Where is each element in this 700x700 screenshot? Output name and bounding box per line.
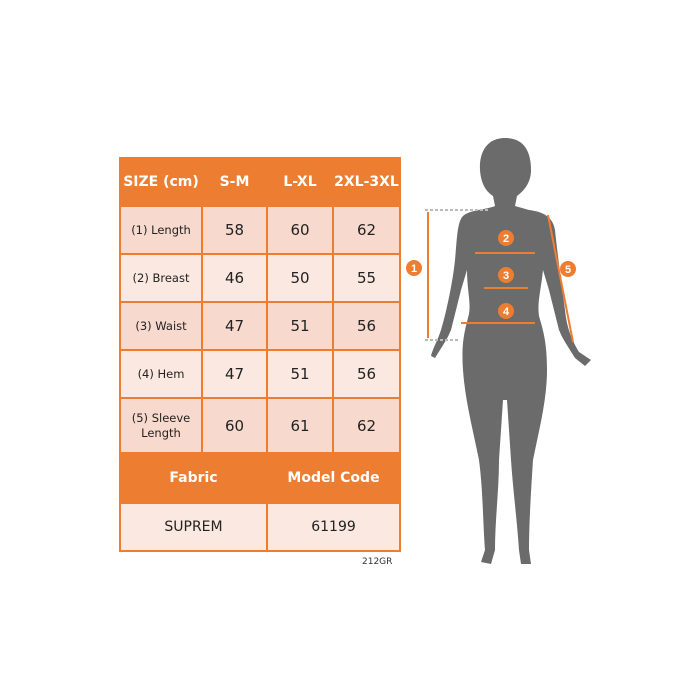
marker-5 (560, 261, 576, 277)
header-s-m: S-M (201, 157, 268, 207)
cell: 46 (201, 253, 268, 303)
row-label: (5) Sleeve Length (119, 397, 203, 454)
cell: 60 (201, 397, 268, 454)
fabric-label: Fabric (119, 452, 268, 504)
marker-1-label: 1 (411, 263, 417, 275)
marker-2 (498, 230, 514, 246)
row-label: (2) Breast (119, 253, 203, 303)
header-row: SIZE (cm) S-M L-XL 2XL-3XL (119, 157, 401, 207)
cell: 56 (332, 301, 401, 351)
measurement-lines (425, 209, 574, 343)
cell: 62 (332, 205, 401, 255)
header-2xl-3xl: 2XL-3XL (332, 157, 401, 207)
cell: 55 (332, 253, 401, 303)
cell: 62 (332, 397, 401, 454)
cell: 51 (266, 349, 334, 399)
cell: 58 (201, 205, 268, 255)
marker-3-label: 3 (503, 270, 509, 282)
fabric-value-row: SUPREM 61199 (119, 502, 401, 552)
silhouette-icon (431, 138, 591, 564)
row-label: (4) Hem (119, 349, 203, 399)
product-code: 212GR (362, 557, 393, 567)
size-chart-table: SIZE (cm) S-M L-XL 2XL-3XL (1) Length 58… (119, 157, 401, 552)
marker-4-label: 4 (503, 306, 510, 318)
marker-2-label: 2 (503, 233, 509, 245)
model-code-label: Model Code (266, 452, 401, 504)
cell: 47 (201, 349, 268, 399)
row-label: (3) Waist (119, 301, 203, 351)
row-label: (1) Length (119, 205, 203, 255)
cell: 56 (332, 349, 401, 399)
fabric-value: SUPREM (119, 502, 268, 552)
model-code-value: 61199 (266, 502, 401, 552)
body-silhouette: 1 2 3 4 5 (406, 138, 591, 564)
cell: 51 (266, 301, 334, 351)
cell: 61 (266, 397, 334, 454)
header-l-xl: L-XL (266, 157, 334, 207)
table-row: (4) Hem 47 51 56 (119, 349, 401, 399)
table-row: (2) Breast 46 50 55 (119, 253, 401, 303)
marker-5-label: 5 (565, 264, 571, 276)
cell: 60 (266, 205, 334, 255)
marker-4 (498, 303, 514, 319)
table-row: (3) Waist 47 51 56 (119, 301, 401, 351)
marker-3 (498, 267, 514, 283)
fabric-header-row: Fabric Model Code (119, 452, 401, 504)
table-row: (5) Sleeve Length 60 61 62 (119, 397, 401, 454)
cell: 47 (201, 301, 268, 351)
cell: 50 (266, 253, 334, 303)
header-size: SIZE (cm) (119, 157, 203, 207)
marker-1 (406, 260, 422, 276)
sleeve-arrow (547, 214, 574, 343)
table-row: (1) Length 58 60 62 (119, 205, 401, 255)
